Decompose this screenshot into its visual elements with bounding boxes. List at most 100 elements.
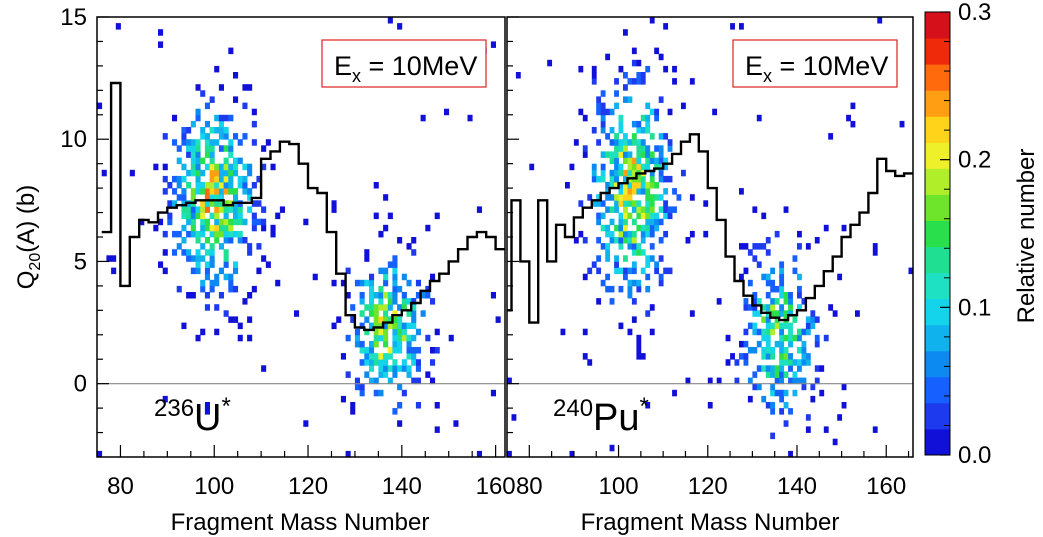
heatmap-cell: [242, 218, 248, 226]
heatmap-cell: [218, 169, 224, 177]
heatmap-cell: [401, 292, 407, 299]
heatmap-cell: [209, 255, 215, 262]
heatmap-cell: [596, 200, 602, 207]
colorbar-tick-label: 0.0: [958, 442, 991, 469]
heatmap-cell: [779, 310, 785, 317]
colorbar-swatch: [925, 168, 950, 195]
heatmap-cell: [663, 65, 669, 73]
heatmap-cell: [233, 188, 239, 195]
heatmap-cell: [195, 206, 201, 213]
heatmap-cell: [242, 182, 248, 189]
colorbar-swatch: [925, 12, 950, 39]
heatmap-cell: [406, 340, 412, 348]
heatmap-cell: [251, 139, 257, 146]
x-axis-title-pu240: Fragment Mass Number: [581, 509, 840, 536]
heatmap-cell: [627, 157, 633, 165]
heatmap-cell: [774, 377, 780, 385]
heatmap-cell: [743, 340, 749, 348]
heatmap-cell: [415, 292, 421, 299]
heatmap-cell: [242, 298, 248, 305]
heatmap-cell: [645, 206, 651, 213]
heatmap-cell: [369, 359, 375, 366]
heatmap-cell: [214, 237, 220, 244]
heatmap-cell: [223, 145, 229, 152]
heatmap-cell: [181, 249, 187, 256]
heatmap-cell: [814, 340, 820, 348]
heatmap-cell: [209, 127, 215, 134]
heatmap-cell: [507, 450, 512, 457]
heatmap-cell: [195, 151, 201, 158]
heatmap-cell: [609, 444, 615, 452]
heatmap-cell: [190, 230, 196, 238]
heatmap-cell: [783, 206, 789, 213]
heatmap-cell: [373, 359, 379, 366]
heatmap-cell: [739, 23, 744, 30]
heatmap-cell: [614, 139, 619, 146]
heatmap-cell: [783, 310, 789, 317]
heatmap-cell: [181, 322, 187, 330]
heatmap-cell: [162, 230, 168, 238]
heatmap-cell: [340, 353, 346, 360]
heatmap-cell: [805, 316, 811, 323]
heatmap-cell: [752, 347, 758, 354]
heatmap-cell: [739, 188, 744, 195]
heatmap-cell: [247, 194, 253, 201]
heatmap-cell: [209, 163, 215, 171]
heatmap-cell: [209, 243, 215, 250]
heatmap-cell: [614, 78, 619, 85]
heatmap-cell: [752, 310, 758, 317]
heatmap-cell: [609, 194, 615, 201]
heatmap-cell: [190, 163, 196, 171]
heatmap-cell: [654, 114, 660, 122]
heatmap-cell: [654, 157, 660, 165]
heatmap-cell: [605, 230, 611, 238]
heatmap-cell: [106, 255, 112, 262]
heatmap-cell: [770, 285, 776, 293]
x-tick-label: 140: [777, 473, 817, 500]
heatmap-cell: [228, 285, 234, 293]
heatmap-cell: [265, 139, 271, 146]
heatmap-cell: [640, 353, 646, 360]
heatmap-cell: [218, 182, 224, 189]
heatmap-cell: [195, 230, 201, 238]
heatmap-cell: [495, 316, 501, 323]
heatmap-cell: [425, 292, 431, 299]
heatmap-cell: [237, 139, 243, 146]
heatmap-cell: [600, 102, 606, 110]
heatmap-cell: [582, 237, 588, 244]
heatmap-cell: [788, 292, 793, 299]
heatmap-cell: [369, 347, 375, 354]
heatmap-cell: [614, 175, 619, 183]
heatmap-cell: [605, 243, 611, 250]
heatmap-cell: [756, 298, 762, 305]
heatmap-cell: [747, 279, 753, 287]
heatmap-cell: [730, 353, 735, 360]
heatmap-cell: [774, 230, 780, 238]
heatmap-cell: [596, 212, 602, 220]
heatmap-cell: [627, 279, 633, 287]
heatmap-cell: [204, 224, 210, 232]
heatmap-cell: [233, 230, 239, 238]
heatmap-cell: [752, 243, 758, 250]
heatmap-cell: [345, 267, 351, 275]
heatmap-cell: [345, 450, 351, 457]
x-tick-label: 160: [476, 473, 516, 500]
heatmap-cell: [387, 377, 393, 385]
heatmap-cell: [623, 169, 628, 177]
heatmap-cell: [350, 304, 356, 311]
heatmap-cell: [190, 292, 196, 299]
heatmap-cell: [373, 310, 379, 317]
heatmap-cell: [242, 237, 248, 244]
heatmap-cell: [233, 96, 239, 103]
heatmap-cell: [214, 139, 220, 146]
heatmap-cell: [251, 120, 257, 128]
heatmap-cell: [256, 200, 262, 207]
heatmap-cell: [411, 347, 417, 354]
heatmap-cell: [214, 175, 220, 183]
heatmap-cell: [627, 151, 633, 158]
heatmap-cell: [261, 163, 267, 171]
heatmap-cell: [582, 151, 588, 158]
heatmap-cell: [770, 402, 776, 409]
colorbar-swatches: [925, 12, 950, 456]
heatmap-cell: [649, 328, 655, 336]
